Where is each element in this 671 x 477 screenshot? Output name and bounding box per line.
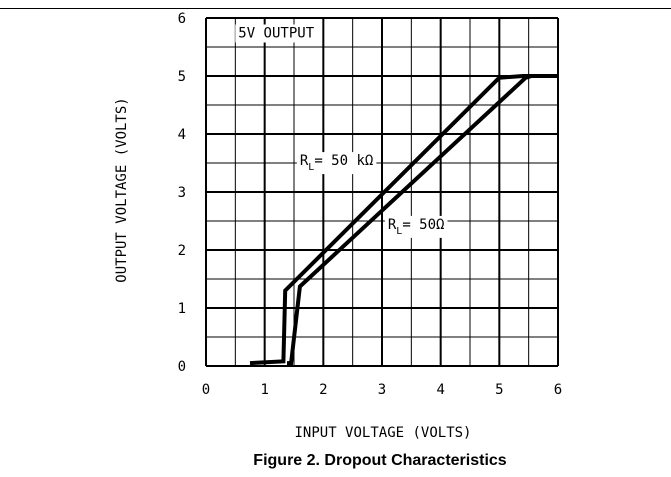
- annotation-background: [384, 215, 448, 238]
- chart-annotations: 5V OUTPUT RL= 50 kΩ RL= 50Ω: [235, 24, 448, 238]
- annotation-text: RL= 50Ω: [388, 217, 445, 237]
- annotation-text: RL= 50 kΩ: [300, 153, 373, 173]
- dropout-chart: 0 1 2 3 4 5 6 0 1 2 3 4 5 6 5V OUTPUT RL= 50 kΩ RL= 50Ω…: [114, 11, 563, 441]
- series-line-2: [287, 74, 558, 366]
- y-tick-label: 6: [178, 11, 186, 27]
- y-tick-label: 0: [178, 359, 186, 375]
- annotation-1: 5V OUTPUT: [235, 24, 318, 43]
- annotation-text: 5V OUTPUT: [238, 26, 314, 42]
- top-rule: [0, 8, 671, 9]
- y-tick-label: 4: [178, 127, 186, 143]
- x-tick-label: 4: [436, 382, 444, 398]
- x-tick-label: 5: [495, 382, 503, 398]
- annotation-background: [296, 152, 377, 175]
- x-tick-label: 3: [378, 382, 386, 398]
- chart-series: [249, 74, 558, 366]
- x-tick-label: 1: [260, 382, 268, 398]
- annotation-background: [235, 24, 318, 43]
- annotation-3: RL= 50Ω: [384, 215, 448, 238]
- y-tick-label: 5: [178, 69, 186, 85]
- annotation-2: RL= 50 kΩ: [296, 152, 377, 175]
- chart-ticks: 0 1 2 3 4 5 6 0 1 2 3 4 5 6: [178, 11, 563, 398]
- x-tick-label: 6: [554, 382, 562, 398]
- x-axis-label: INPUT VOLTAGE (VOLTS): [294, 425, 471, 441]
- y-tick-label: 2: [178, 243, 186, 259]
- x-tick-label: 2: [319, 382, 327, 398]
- y-axis-label: OUTPUT VOLTAGE (VOLTS): [114, 97, 130, 282]
- figure-caption: Figure 2. Dropout Characteristics: [253, 452, 507, 469]
- x-tick-label: 0: [202, 382, 210, 398]
- y-tick-label: 1: [178, 301, 186, 317]
- y-tick-label: 3: [178, 185, 186, 201]
